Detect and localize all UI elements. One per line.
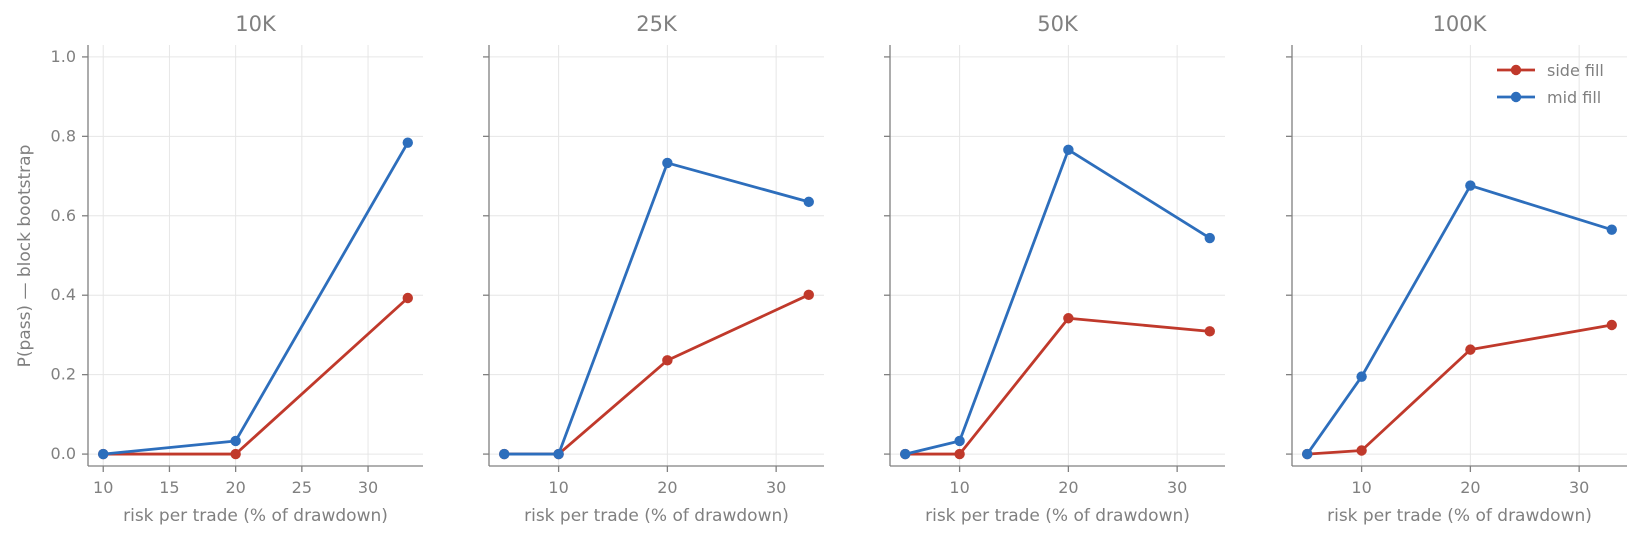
series-side-fill-point xyxy=(1356,445,1367,456)
series-side-fill-point xyxy=(662,355,673,366)
y-tick-label: 0.4 xyxy=(51,285,76,304)
series-side-fill-point xyxy=(1204,326,1215,337)
series-side-fill-line xyxy=(1307,323,1613,456)
x-tick-label: 20 xyxy=(1058,478,1078,497)
y-tick-label: 0.8 xyxy=(51,126,76,145)
series-side-fill-point xyxy=(402,292,413,304)
series-side-fill-point xyxy=(803,289,814,301)
series-side-fill-point xyxy=(1465,344,1476,355)
series-side-fill-line xyxy=(905,316,1210,456)
x-tick-label: 20 xyxy=(657,478,677,497)
series-side-fill-point xyxy=(230,448,241,460)
series-mid-fill-point xyxy=(1204,232,1215,244)
y-axis-label: P(pass) — block bootstrap xyxy=(15,145,35,368)
series-mid-fill-point xyxy=(1606,224,1617,235)
legend-marker xyxy=(1510,64,1522,76)
series-side-fill-line xyxy=(103,296,409,456)
panel-10k: 0.0 0.2 0.4 0.6 0.8 1.0 10 15 20 25 30 10K risk per … xyxy=(51,12,423,526)
panel-100k: 10 20 30 100K risk per trade (% of drawdown) xyxy=(1286,12,1627,526)
x-axis-label: risk per trade (% of drawdown) xyxy=(925,506,1190,526)
series-mid-fill-point xyxy=(402,137,413,148)
series-mid-fill-point xyxy=(900,448,911,460)
x-tick-label: 30 xyxy=(1167,478,1187,497)
series-mid-fill-point xyxy=(553,448,564,460)
x-tick-label: 10 xyxy=(93,478,113,497)
x-tick-label: 25 xyxy=(292,478,312,497)
x-tick-label: 30 xyxy=(1569,478,1589,497)
y-tick-label: 0.6 xyxy=(51,206,76,225)
x-axis-label: risk per trade (% of drawdown) xyxy=(123,506,388,526)
series-mid-fill-point xyxy=(1356,371,1367,382)
y-tick-label: 1.0 xyxy=(51,47,76,66)
chart-panels: 0.0 0.2 0.4 0.6 0.8 1.0 10 15 20 25 30 10K risk per … xyxy=(51,12,1627,526)
series-mid-fill-line xyxy=(103,142,409,456)
panel-title: 25K xyxy=(636,12,678,36)
legend-label: side fill xyxy=(1547,61,1604,80)
legend-entry-mid-fill: mid fill xyxy=(1497,88,1601,107)
series-mid-fill-point xyxy=(803,196,814,208)
x-tick-label: 30 xyxy=(766,478,786,497)
x-tick-label: 20 xyxy=(1460,478,1480,497)
series-side-fill-point xyxy=(954,448,965,460)
panel-title: 100K xyxy=(1433,12,1488,36)
panel-title: 50K xyxy=(1037,12,1079,36)
series-mid-fill-line xyxy=(504,161,810,456)
series-mid-fill-point xyxy=(662,157,673,169)
series-side-fill-point xyxy=(1063,313,1074,324)
series-mid-fill-line xyxy=(1306,184,1613,455)
x-axis-label: risk per trade (% of drawdown) xyxy=(524,506,789,526)
series-mid-fill-point xyxy=(1465,180,1476,191)
series-mid-fill-point xyxy=(230,435,241,447)
series-mid-fill-point xyxy=(1302,448,1313,460)
legend: side fill mid fill xyxy=(1497,61,1604,107)
x-tick-label: 10 xyxy=(548,478,568,497)
x-tick-label: 20 xyxy=(225,478,245,497)
x-axis-label: risk per trade (% of drawdown) xyxy=(1327,506,1592,526)
x-tick-label: 10 xyxy=(1351,478,1371,497)
y-tick-label: 0.0 xyxy=(51,444,76,463)
panel-25k: 10 20 30 25K risk per trade (% of drawdown) xyxy=(483,12,824,526)
legend-entry-side-fill: side fill xyxy=(1497,61,1604,80)
series-mid-fill-point xyxy=(1063,144,1074,156)
y-tick-label: 0.2 xyxy=(51,365,76,384)
series-mid-fill-line xyxy=(904,148,1211,456)
series-side-fill-point xyxy=(1606,319,1617,331)
x-tick-label: 10 xyxy=(949,478,969,497)
series-mid-fill-point xyxy=(499,448,510,460)
series-mid-fill-point xyxy=(954,435,965,447)
x-tick-label: 15 xyxy=(159,478,179,497)
panel-title: 10K xyxy=(235,12,277,36)
legend-marker xyxy=(1510,91,1522,103)
x-tick-label: 30 xyxy=(358,478,378,497)
legend-label: mid fill xyxy=(1547,88,1601,107)
series-mid-fill-point xyxy=(98,448,109,460)
panel-50k: 10 20 30 50K risk per trade (% of drawdown) xyxy=(884,12,1225,526)
